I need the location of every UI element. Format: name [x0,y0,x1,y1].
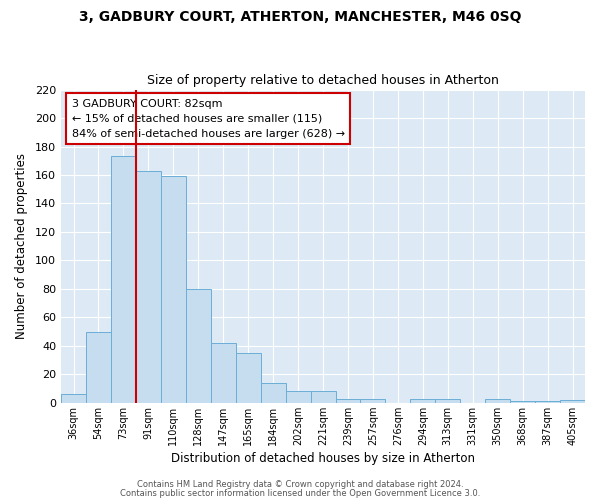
Text: Contains HM Land Registry data © Crown copyright and database right 2024.: Contains HM Land Registry data © Crown c… [137,480,463,489]
Bar [485,398,510,403]
Bar [510,402,535,403]
Text: Contains public sector information licensed under the Open Government Licence 3.: Contains public sector information licen… [120,488,480,498]
X-axis label: Distribution of detached houses by size in Atherton: Distribution of detached houses by size … [171,452,475,465]
Bar [161,176,186,403]
Bar [61,394,86,403]
Bar [236,353,260,403]
Bar [361,398,385,403]
Text: 3, GADBURY COURT, ATHERTON, MANCHESTER, M46 0SQ: 3, GADBURY COURT, ATHERTON, MANCHESTER, … [79,10,521,24]
Title: Size of property relative to detached houses in Atherton: Size of property relative to detached ho… [147,74,499,87]
Text: 3 GADBURY COURT: 82sqm
← 15% of detached houses are smaller (115)
84% of semi-de: 3 GADBURY COURT: 82sqm ← 15% of detached… [71,99,344,138]
Bar [211,343,236,403]
Bar [436,398,460,403]
Bar [335,398,361,403]
Bar [560,400,585,403]
Bar [86,332,111,403]
Bar [311,392,335,403]
Bar [535,402,560,403]
Bar [260,383,286,403]
Bar [136,170,161,403]
Bar [111,156,136,403]
Bar [410,398,436,403]
Bar [186,289,211,403]
Y-axis label: Number of detached properties: Number of detached properties [15,153,28,339]
Bar [286,392,311,403]
